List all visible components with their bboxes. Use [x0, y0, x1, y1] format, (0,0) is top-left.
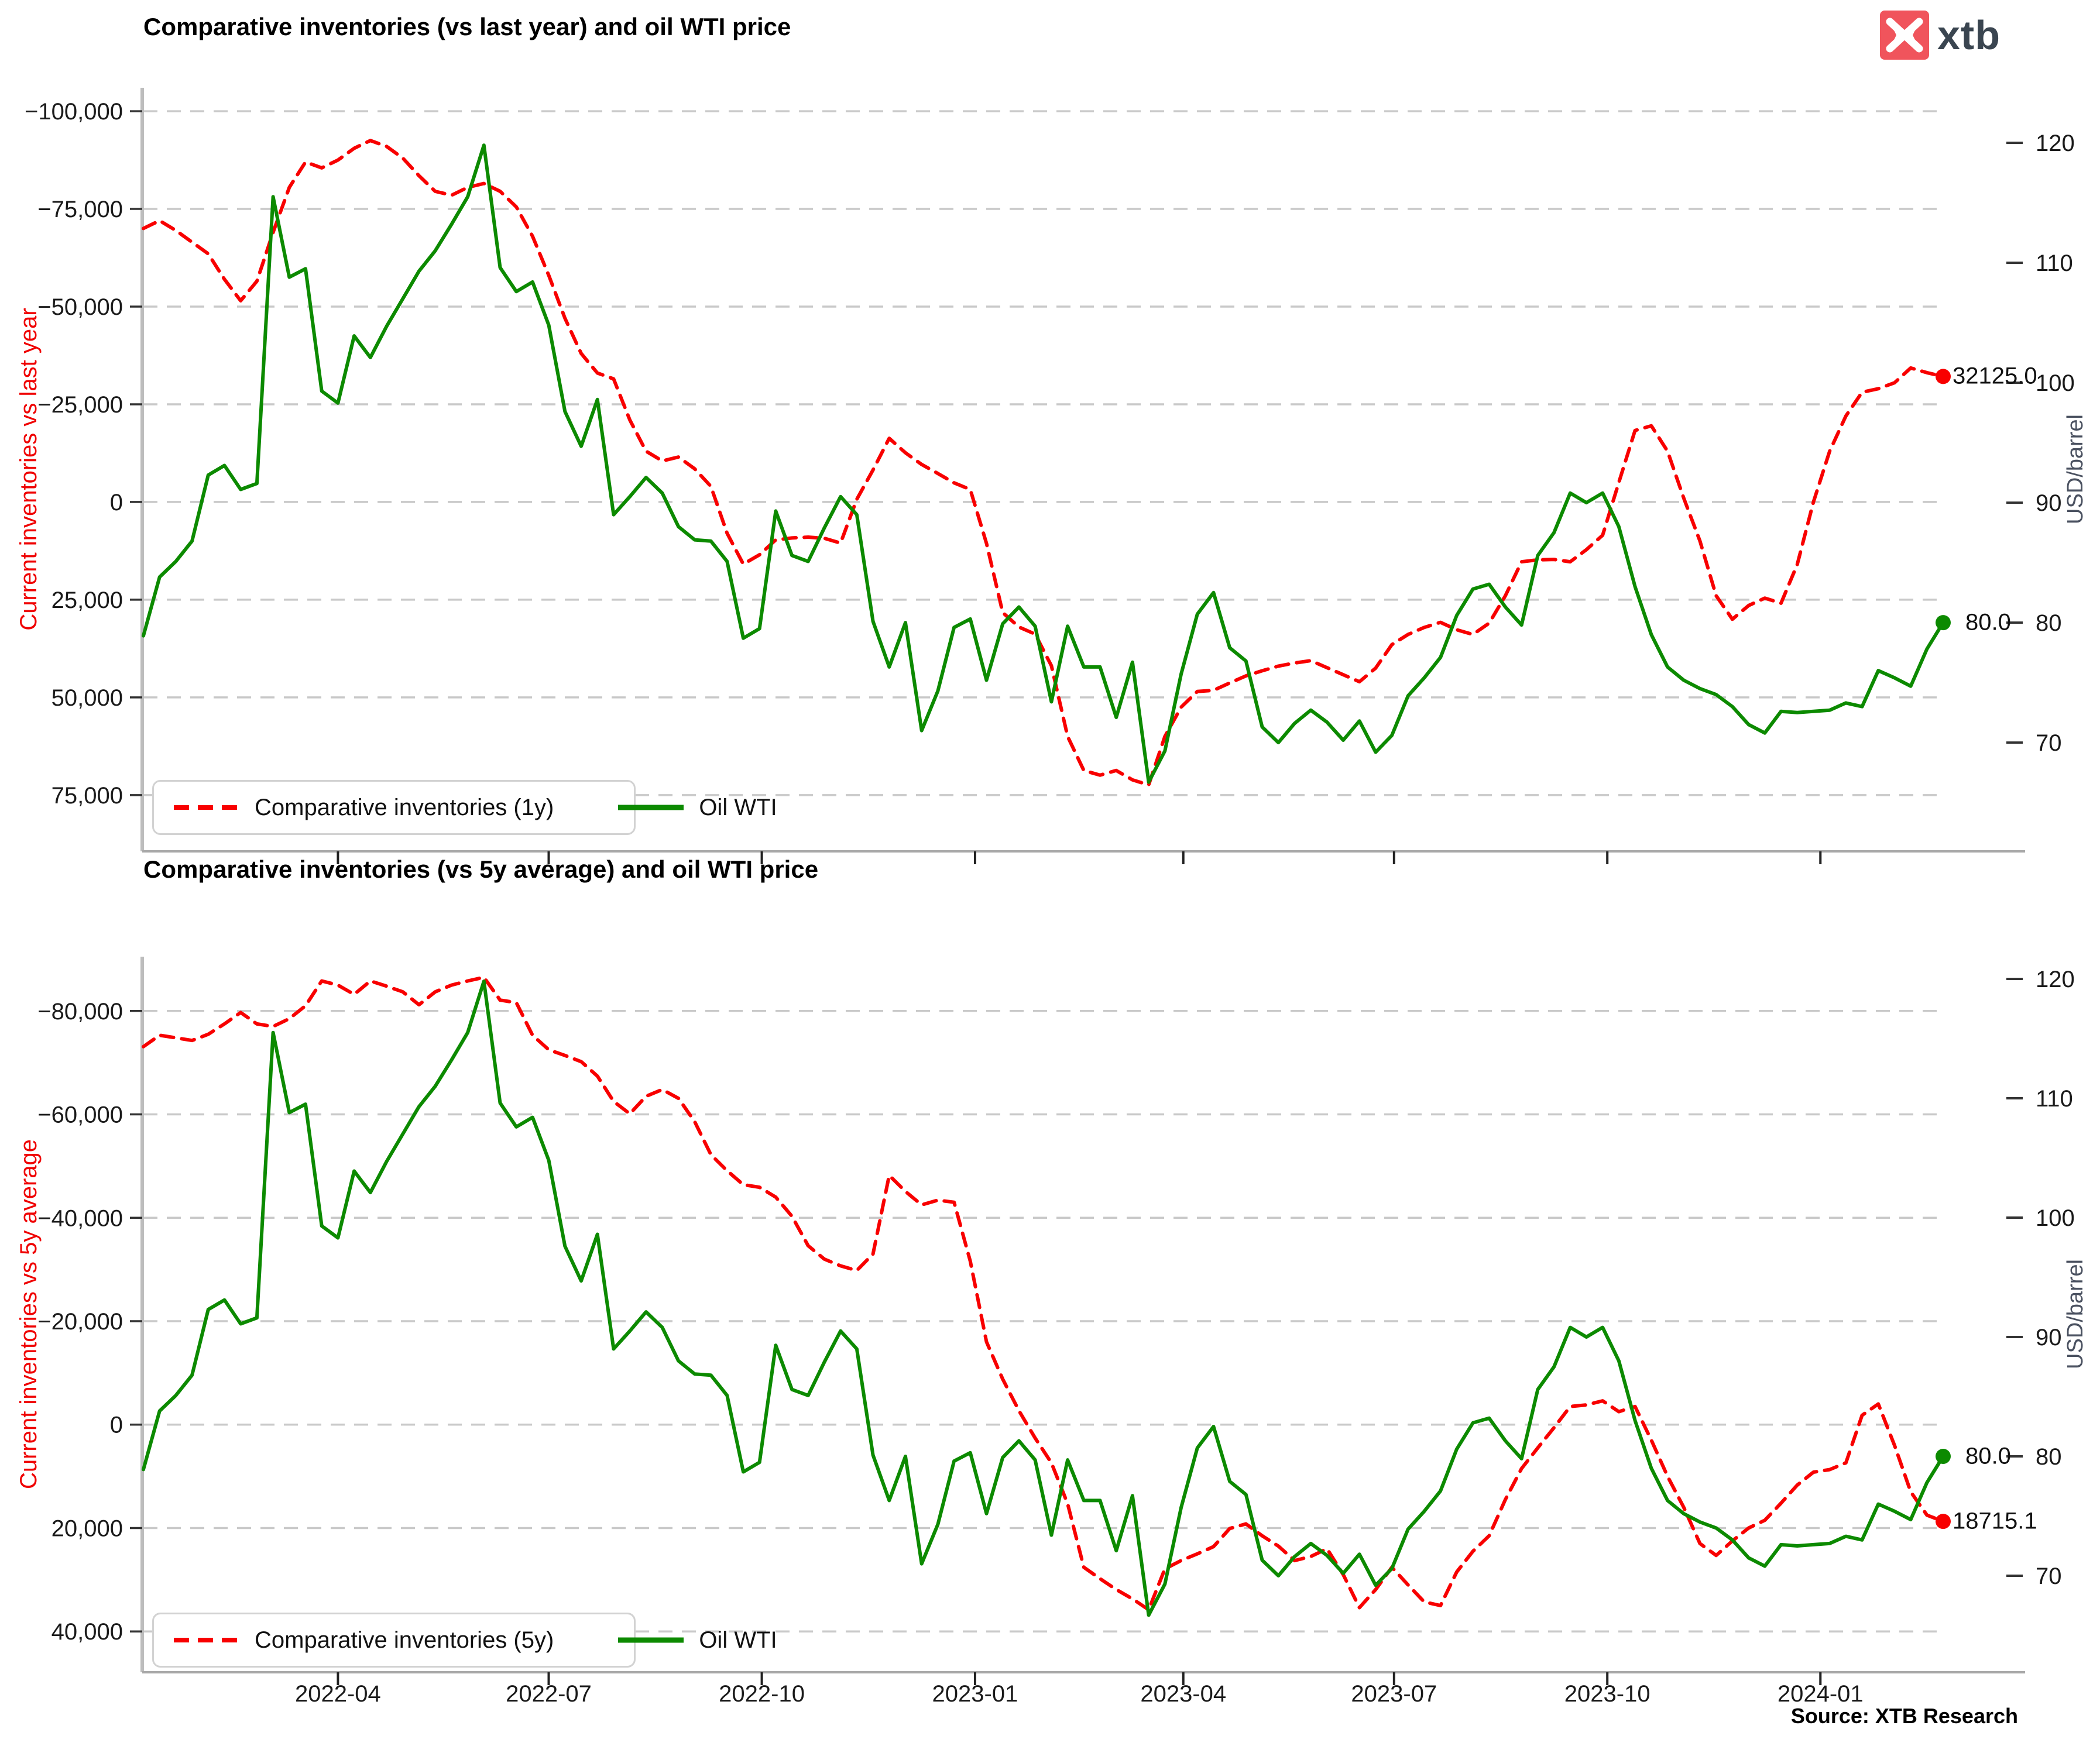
x-tick-label: 2024-01	[1778, 1681, 1864, 1707]
left-tick-label: −40,000	[37, 1205, 123, 1231]
left-axis-unit-label: Current inventories vs last year	[16, 308, 42, 630]
left-tick-label: 25,000	[52, 587, 123, 613]
x-tick-label: 2022-10	[719, 1681, 805, 1707]
left-tick-label: −100,000	[25, 99, 123, 125]
left-tick-label: 0	[110, 1412, 123, 1438]
end-label-inventories-1y: 32125.0	[1953, 363, 2037, 389]
end-dot	[1936, 369, 1951, 384]
right-axis-unit-label: USD/barrel	[2063, 1259, 2088, 1369]
bottom-chart-title: Comparative inventories (vs 5y average) …	[143, 855, 819, 883]
top-chart-title: Comparative inventories (vs last year) a…	[143, 13, 791, 40]
end-label-inventories-5y: 18715.1	[1953, 1508, 2037, 1534]
end-dot	[1936, 615, 1951, 631]
x-tick-label: 2023-07	[1351, 1681, 1437, 1707]
end-dot	[1936, 1448, 1951, 1464]
left-tick-label: 40,000	[52, 1619, 123, 1645]
xtb-logo-text: xtb	[1937, 12, 2001, 58]
legend-label-inventories-5y: Comparative inventories (5y)	[255, 1627, 554, 1653]
series-inventories	[142, 975, 1945, 1612]
right-tick-label: 110	[2036, 250, 2073, 276]
right-axis-unit-label: USD/barrel	[2063, 414, 2088, 524]
left-tick-label: 75,000	[52, 783, 123, 809]
left-tick-label: 50,000	[52, 685, 123, 711]
top-chart-legend: Comparative inventories (1y) Oil WTI	[152, 780, 777, 835]
series-inventories	[142, 139, 1945, 787]
right-tick-label: 70	[2036, 1563, 2062, 1589]
right-tick-label: 90	[2036, 1325, 2062, 1350]
x-tick-label: 2023-04	[1140, 1681, 1226, 1707]
legend-label-inventories-1y: Comparative inventories (1y)	[255, 794, 554, 820]
x-tick-label: 2023-10	[1564, 1681, 1651, 1707]
left-tick-label: −75,000	[37, 197, 123, 222]
end-dot	[1936, 1514, 1951, 1530]
end-label-wti-bottom: 80.0	[1965, 1443, 2011, 1469]
x-tick-label: 2023-01	[932, 1681, 1018, 1707]
left-tick-label: −25,000	[37, 392, 123, 418]
series-wti	[142, 143, 1945, 784]
red-dashed-line-sample	[174, 805, 239, 810]
right-tick-label: 120	[2036, 130, 2075, 156]
right-tick-label: 90	[2036, 490, 2062, 516]
right-tick-label: 80	[2036, 1444, 2062, 1470]
left-tick-label: −60,000	[37, 1102, 123, 1128]
chart-0: −100,000 −75,000 −50,000 −25,000 0 25,000 50,0…	[16, 88, 2088, 864]
green-solid-line-sample	[618, 805, 684, 810]
right-tick-label: 100	[2036, 1205, 2075, 1231]
legend-label-oil-wti: Oil WTI	[699, 1627, 777, 1653]
green-solid-line-sample	[618, 1637, 684, 1643]
bottom-chart-legend: Comparative inventories (5y) Oil WTI	[152, 1613, 777, 1668]
end-label-wti-top: 80.0	[1965, 609, 2011, 635]
xtb-logo: xtb	[1880, 11, 2001, 60]
left-tick-label: −50,000	[37, 294, 123, 320]
chart-1: −80,000 −60,000 −40,000 −20,000 0 20,000 40,00…	[16, 957, 2088, 1707]
x-tick-label: 2022-07	[506, 1681, 592, 1707]
left-tick-label: 20,000	[52, 1515, 123, 1541]
x-tick-label: 2022-04	[295, 1681, 381, 1707]
xtb-x-icon	[1880, 11, 1929, 60]
right-tick-label: 70	[2036, 730, 2062, 756]
left-tick-label: −80,000	[37, 999, 123, 1025]
legend-label-oil-wti: Oil WTI	[699, 794, 777, 820]
right-tick-label: 100	[2036, 370, 2075, 396]
series-wti	[142, 979, 1945, 1617]
left-tick-label: 0	[110, 490, 123, 515]
left-axis-unit-label: Current inventories vs 5y average	[16, 1139, 42, 1489]
source-note: Source: XTB Research	[1790, 1704, 2018, 1728]
right-tick-label: 120	[2036, 967, 2075, 992]
left-tick-label: −20,000	[37, 1309, 123, 1335]
red-dashed-line-sample	[174, 1638, 239, 1642]
right-tick-label: 110	[2036, 1086, 2073, 1112]
right-tick-label: 80	[2036, 610, 2062, 636]
